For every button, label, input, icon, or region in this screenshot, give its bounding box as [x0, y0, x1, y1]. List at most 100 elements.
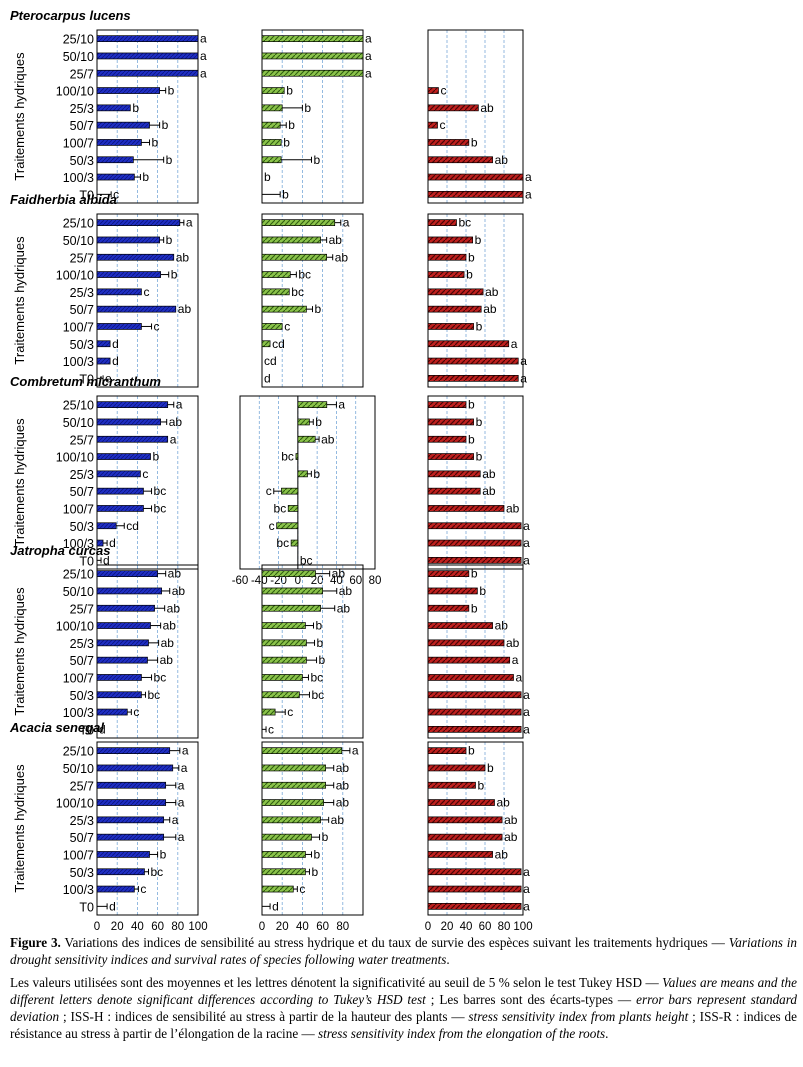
- significance-letter: b: [471, 601, 478, 615]
- category-label: 50/7: [70, 485, 94, 499]
- x-tick-label: 0: [259, 921, 265, 933]
- category-label: 25/10: [63, 568, 94, 582]
- bar: [287, 505, 299, 512]
- bar: [261, 587, 323, 595]
- x-tick-label: -20: [270, 575, 287, 587]
- significance-letter: a: [176, 398, 183, 412]
- bar: [427, 833, 503, 841]
- bar: [427, 253, 467, 261]
- bar: [427, 902, 522, 910]
- category-label: 25/7: [70, 67, 94, 81]
- significance-letter: a: [186, 216, 193, 230]
- significance-letter: bc: [281, 450, 294, 464]
- significance-letter: b: [315, 302, 322, 316]
- significance-letter: ab: [482, 484, 496, 498]
- panel-surv: bbbababababaaa020406080100Taux de survie…: [425, 741, 533, 933]
- bar: [96, 764, 174, 772]
- significance-letter: a: [523, 536, 530, 550]
- significance-letter: ab: [504, 830, 518, 844]
- significance-letter: a: [200, 49, 207, 63]
- bar: [96, 522, 117, 530]
- caption-main: Figure 3. Variations des indices de sens…: [10, 935, 798, 967]
- x-tick-label: 80: [336, 921, 349, 933]
- category-label: 25/7: [70, 779, 94, 793]
- category-label: 100/3: [63, 171, 94, 185]
- x-tick-label: 80: [498, 921, 511, 933]
- significance-letter: b: [264, 170, 271, 184]
- significance-letter: ab: [506, 636, 520, 650]
- x-tick-label: -40: [251, 575, 268, 587]
- category-label: 50/7: [70, 831, 94, 845]
- x-tick-label: 60: [349, 575, 362, 587]
- plot-frame: [427, 395, 524, 570]
- bar: [427, 305, 482, 313]
- significance-letter: b: [160, 847, 167, 861]
- caption-note4-en: stress sensitivity index from the elonga…: [317, 1026, 606, 1041]
- bar: [297, 401, 328, 408]
- x-tick-label: 100: [188, 921, 207, 933]
- significance-letter: a: [178, 830, 185, 844]
- category-label: 50/10: [63, 762, 94, 776]
- significance-letter: b: [313, 153, 320, 167]
- category-label: 100/10: [56, 797, 94, 811]
- bar: [96, 236, 160, 244]
- x-tick-label: 60: [316, 921, 329, 933]
- bar: [427, 725, 522, 733]
- significance-letter: a: [200, 32, 207, 46]
- significance-letter: c: [113, 187, 119, 201]
- category-label: 50/3: [70, 866, 94, 880]
- significance-letter: a: [178, 778, 185, 792]
- significance-letter: a: [512, 653, 519, 667]
- plot-frame: [239, 395, 376, 570]
- x-tick-label: 20: [311, 575, 324, 587]
- significance-letter: c: [287, 705, 293, 719]
- significance-letter: a: [523, 882, 530, 896]
- significance-letter: b: [476, 415, 483, 429]
- caption-note1-en: Values are means and the different lette…: [10, 975, 798, 1007]
- significance-letter: b: [468, 250, 475, 264]
- x-tick-label: 60: [151, 921, 164, 933]
- significance-letter: b: [283, 135, 290, 149]
- bar: [427, 271, 465, 278]
- significance-letter: c: [266, 484, 272, 498]
- bar: [427, 816, 503, 824]
- x-tick-label: 20: [111, 921, 124, 933]
- significance-letter: ab: [335, 250, 349, 264]
- significance-letter: a: [200, 66, 207, 80]
- caption-note2-en: error bars represent standard deviation: [10, 992, 798, 1024]
- x-tick-label: -60: [232, 575, 249, 587]
- bar: [427, 191, 524, 198]
- x-tick-label: 40: [296, 921, 309, 933]
- significance-letter: a: [523, 899, 530, 913]
- category-label: 25/3: [70, 468, 94, 482]
- category-label: 25/10: [63, 33, 94, 47]
- caption-note2-fr: ; Les barres sont des écarts-types —: [430, 992, 632, 1007]
- category-label: 100/7: [63, 848, 94, 862]
- significance-letter: ab: [495, 619, 509, 633]
- bar: [261, 121, 281, 129]
- significance-letter: ab: [160, 653, 174, 667]
- category-label: 50/10: [63, 416, 94, 430]
- bar: [261, 52, 364, 60]
- significance-letter: c: [154, 319, 160, 333]
- significance-letter: c: [140, 882, 146, 896]
- significance-letter: b: [171, 268, 178, 282]
- category-label: 100/3: [63, 355, 94, 369]
- category-label: 25/7: [70, 433, 94, 447]
- significance-letter: b: [286, 84, 293, 98]
- significance-letter: ab: [167, 601, 181, 615]
- bar: [427, 764, 486, 772]
- species-title: Faidherbia albida: [10, 192, 117, 207]
- significance-letter: a: [525, 170, 532, 184]
- bar: [96, 505, 144, 512]
- bar: [427, 453, 474, 460]
- category-label: T0: [79, 900, 94, 914]
- bar: [261, 799, 324, 806]
- bar: [261, 35, 364, 43]
- significance-letter: c: [440, 84, 446, 98]
- bar: [261, 323, 283, 330]
- significance-letter: bc: [147, 688, 160, 702]
- significance-letter: b: [162, 118, 169, 132]
- bar: [96, 401, 169, 408]
